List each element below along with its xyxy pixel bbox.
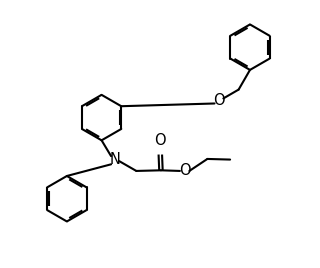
Text: N: N bbox=[109, 152, 120, 168]
Text: O: O bbox=[155, 133, 166, 148]
Text: O: O bbox=[213, 94, 225, 109]
Text: O: O bbox=[179, 163, 190, 178]
